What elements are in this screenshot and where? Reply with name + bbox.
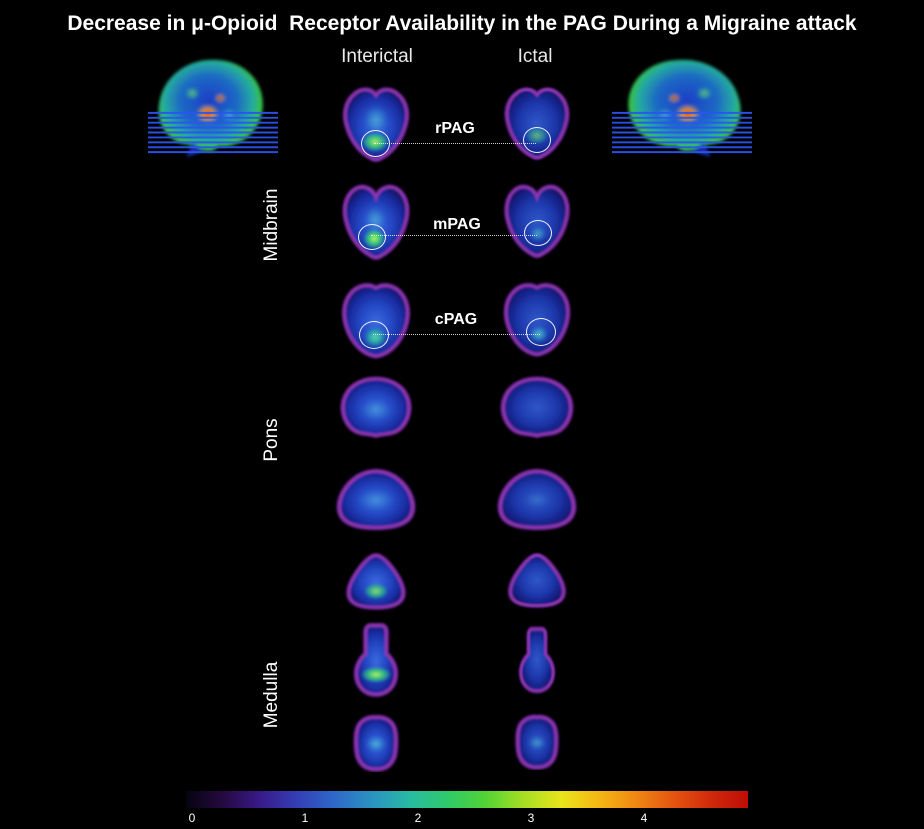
colorbar-gradient	[186, 791, 748, 808]
colorbar-tick-4: 4	[640, 811, 648, 825]
pet-slice-medulla-2-interictal	[347, 710, 405, 773]
pet-slice-midbrain-1-ictal	[497, 85, 577, 165]
pet-slice-medulla-1-ictal	[514, 624, 560, 696]
figure-title: Decrease in μ-Opioid Receptor Availabili…	[67, 12, 857, 35]
pet-slice-pons-2-ictal	[491, 462, 583, 538]
pet-slice-medulla-2-ictal	[509, 710, 565, 771]
pet-slice-pons-2-interictal	[330, 462, 422, 538]
pag-label-medial: mPAG	[433, 216, 481, 233]
sagittal-brain-right	[612, 54, 752, 160]
column-header-interictal: Interictal	[341, 46, 413, 67]
pet-slice-medulla-1-interictal	[348, 620, 404, 700]
pag-connector-caudal	[373, 334, 540, 335]
colorbar-tick-2: 2	[414, 811, 422, 825]
region-label-midbrain: Midbrain	[261, 188, 282, 262]
colorbar-tick-1: 1	[301, 811, 309, 825]
pet-slice-pons-3-ictal	[498, 547, 576, 613]
region-label-medulla: Medulla	[261, 661, 282, 729]
sagittal-brain-left	[148, 54, 278, 160]
pet-slice-pons-3-interictal	[336, 547, 416, 615]
pag-circle-medial-ictal	[524, 220, 552, 246]
colorbar-tick-0: 0	[188, 811, 196, 825]
pag-connector-rostral	[374, 143, 536, 144]
pag-label-caudal: cPAG	[434, 311, 478, 328]
pet-slice-pons-1-ictal	[493, 372, 581, 446]
pag-circle-medial-interictal	[358, 224, 386, 250]
pag-circle-caudal-interictal	[359, 321, 389, 349]
region-label-pons: Pons	[261, 418, 282, 462]
pag-circle-rostral-ictal	[523, 127, 551, 153]
pag-circle-caudal-ictal	[526, 318, 556, 346]
pet-slice-pons-1-interictal	[333, 372, 419, 446]
pag-circle-rostral-interictal	[361, 130, 390, 157]
pag-connector-medial	[371, 235, 537, 236]
column-header-ictal: Ictal	[517, 46, 553, 67]
colorbar-tick-3: 3	[527, 811, 535, 825]
pag-label-rostral: rPAG	[435, 120, 475, 137]
